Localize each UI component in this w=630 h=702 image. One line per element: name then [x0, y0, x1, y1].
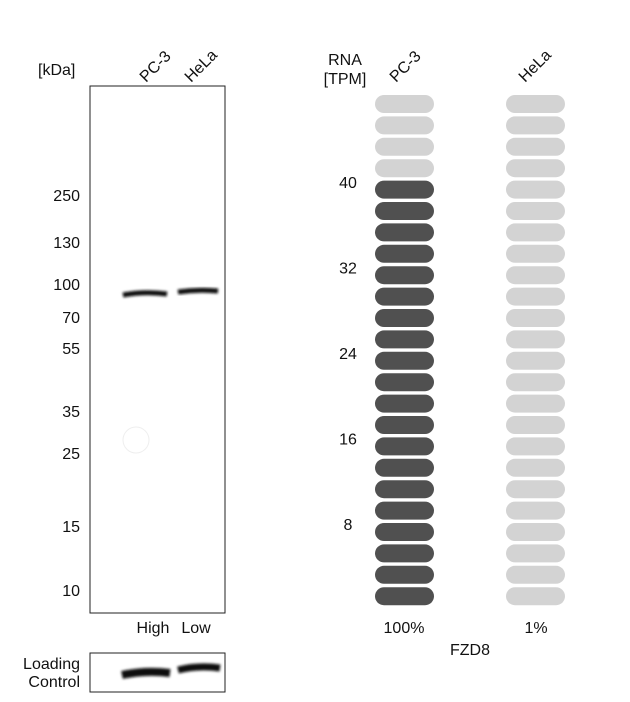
tpm-pill	[506, 159, 565, 178]
blot-frame	[89, 85, 226, 614]
tpm-pill	[375, 437, 434, 456]
tpm-pill	[506, 309, 565, 327]
sample-band	[177, 287, 219, 295]
marker-label: 70	[62, 310, 80, 327]
tpm-pill	[506, 266, 565, 285]
tpm-pill	[506, 223, 565, 242]
tpm-pill	[506, 116, 565, 135]
tpm-pill	[506, 180, 565, 199]
tpm-pill	[375, 587, 434, 606]
tpm-pill	[506, 394, 565, 413]
tpm-pill	[506, 416, 565, 434]
marker-label: 15	[62, 519, 80, 536]
tpm-tick-label: 16	[339, 432, 357, 449]
tpm-pill	[506, 544, 565, 563]
marker-label: 250	[53, 188, 80, 205]
tpm-pill	[506, 458, 565, 477]
tpm-pill	[375, 266, 434, 285]
tpm-pill	[375, 565, 434, 584]
gene-label: FZD8	[450, 642, 490, 659]
tpm-pill	[375, 287, 434, 306]
tpm-tick-label: 8	[344, 517, 353, 534]
tpm-pill	[506, 587, 565, 606]
tpm-pill	[506, 137, 565, 156]
unit-label: [kDa]	[38, 62, 75, 79]
loading-label: Loading	[23, 656, 80, 673]
tpm-pill	[375, 137, 434, 156]
level-label: Low	[181, 620, 211, 637]
marker-label: 35	[62, 404, 80, 421]
tpm-pill	[506, 501, 565, 520]
tpm-pill	[375, 309, 434, 327]
marker-label: 130	[53, 235, 80, 252]
blot-artifact	[122, 426, 150, 454]
tpm-pill	[506, 244, 565, 263]
sample-band	[122, 290, 168, 298]
tpm-pill	[375, 501, 434, 520]
tpm-pill	[506, 287, 565, 306]
marker-label: 55	[62, 341, 80, 358]
tpm-pill	[506, 330, 565, 349]
tpm-tick-label: 32	[339, 260, 357, 277]
tpm-pill	[506, 202, 565, 220]
lane-label: HeLa	[182, 47, 221, 86]
marker-label: 25	[62, 446, 80, 463]
tpm-pill	[375, 244, 434, 263]
tpm-pill	[375, 223, 434, 242]
tpm-pill	[506, 523, 565, 541]
tpm-pill	[375, 202, 434, 220]
percent-label: 100%	[384, 620, 425, 637]
loading-band	[121, 667, 171, 679]
tpm-pill	[375, 95, 434, 113]
tpm-pill	[375, 480, 434, 499]
loading-label: Control	[28, 674, 80, 691]
tpm-pill	[506, 351, 565, 370]
lane-label: PC-3	[137, 48, 175, 86]
rna-header: RNA	[328, 52, 362, 69]
rna-lane-label: PC-3	[387, 48, 425, 86]
tpm-pill	[375, 116, 434, 135]
tpm-pill	[375, 458, 434, 477]
tpm-pill	[506, 373, 565, 392]
marker-label: 100	[53, 277, 80, 294]
percent-label: 1%	[524, 620, 547, 637]
rna-header: [TPM]	[324, 71, 367, 88]
tpm-pill	[506, 480, 565, 499]
tpm-pill	[375, 351, 434, 370]
tpm-tick-label: 40	[339, 175, 357, 192]
tpm-pill	[375, 159, 434, 178]
tpm-tick-label: 24	[339, 346, 357, 363]
loading-band	[177, 663, 221, 674]
marker-label: 10	[62, 583, 80, 600]
tpm-pill	[506, 437, 565, 456]
tpm-pill	[375, 373, 434, 392]
tpm-pill	[375, 523, 434, 541]
tpm-pill	[375, 180, 434, 199]
level-label: High	[137, 620, 170, 637]
rna-lane-label: HeLa	[516, 47, 555, 86]
tpm-pill	[375, 544, 434, 563]
tpm-pill	[506, 565, 565, 584]
tpm-pill	[375, 394, 434, 413]
tpm-pill	[375, 330, 434, 349]
tpm-pill	[506, 95, 565, 113]
tpm-pill	[375, 416, 434, 434]
